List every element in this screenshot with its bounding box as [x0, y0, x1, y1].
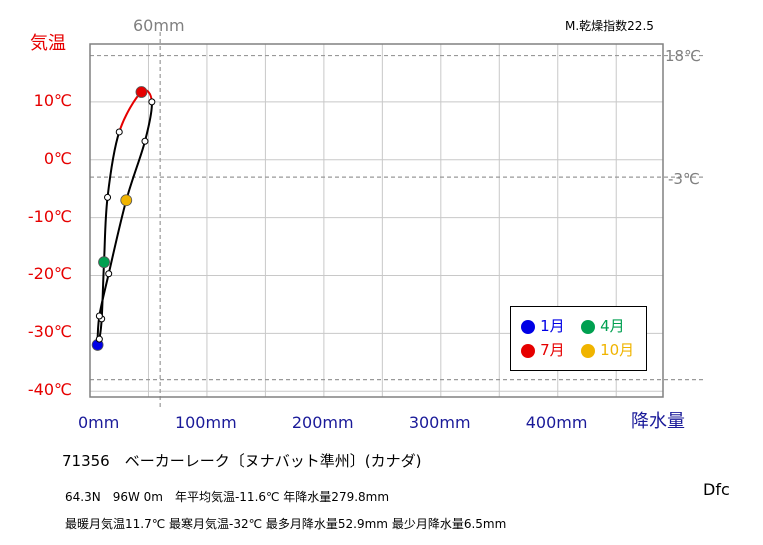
station-coords: 64.3N 96W 0m 年平均気温-11.6℃ 年降水量279.8mm — [65, 490, 390, 504]
ref-label-18c: 18℃ — [665, 47, 701, 65]
x-tick-label: 100mm — [174, 413, 237, 432]
month-point — [115, 128, 123, 136]
x-axis-title: 降水量 — [631, 411, 685, 432]
y-tick-label: -40℃ — [27, 380, 72, 400]
top-precip-mark: 60mm — [133, 16, 185, 35]
legend-label-jan: 1月 — [540, 317, 565, 335]
y-tick-label: 10℃ — [33, 90, 72, 110]
x-tick-label: 0mm — [78, 413, 120, 432]
month-point — [95, 335, 103, 343]
legend-item-apr: 4月 — [581, 316, 625, 335]
climograph-segment — [125, 140, 146, 201]
month-point — [148, 98, 156, 106]
legend-marker-apr — [581, 319, 595, 334]
y-axis-title: 気温 — [30, 33, 66, 54]
x-tick-label: 400mm — [525, 413, 588, 432]
climograph-segment — [118, 91, 143, 133]
station-extremes: 最暖月気温11.7℃ 最寒月気温-32℃ 最多月降水量52.9mm 最少月降水量… — [65, 517, 507, 531]
legend-label-apr: 4月 — [600, 317, 625, 335]
plot-frame — [89, 43, 664, 398]
ref-label-minus3c: -3℃ — [668, 170, 700, 188]
climate-code: Dfc — [703, 480, 730, 499]
legend-marker-jan — [521, 319, 535, 334]
climograph-segment — [107, 199, 128, 274]
y-tick-label: -30℃ — [27, 322, 72, 342]
legend-item-jan: 1月 — [521, 316, 565, 335]
climograph-segment — [100, 262, 106, 319]
aridity-index: M.乾燥指数22.5 — [565, 19, 654, 33]
month-point-highlight — [98, 256, 110, 269]
month-point — [141, 137, 149, 145]
legend: 1月 4月 7月 10月 — [510, 306, 647, 371]
legend-marker-jul — [521, 343, 535, 358]
y-tick-label: -20℃ — [27, 264, 72, 284]
legend-label-jul: 7月 — [540, 341, 565, 359]
climograph-segment — [106, 131, 121, 198]
legend-item-oct: 10月 — [581, 340, 634, 359]
x-tick-label: 200mm — [291, 413, 354, 432]
climograph-segment — [103, 197, 109, 263]
y-tick-label: -10℃ — [27, 206, 72, 226]
month-point-highlight — [120, 194, 133, 207]
legend-marker-oct — [581, 343, 595, 358]
legend-item-jul: 7月 — [521, 340, 565, 359]
month-point — [95, 312, 103, 320]
month-point-highlight — [135, 86, 148, 98]
x-tick-label: 300mm — [408, 413, 471, 432]
station-title: 71356 ベーカーレーク〔ヌナバット準州〕(カナダ) — [62, 452, 422, 470]
month-point — [104, 193, 112, 201]
legend-label-oct: 10月 — [600, 341, 635, 359]
y-tick-label: 0℃ — [43, 148, 72, 168]
month-point — [105, 270, 113, 278]
